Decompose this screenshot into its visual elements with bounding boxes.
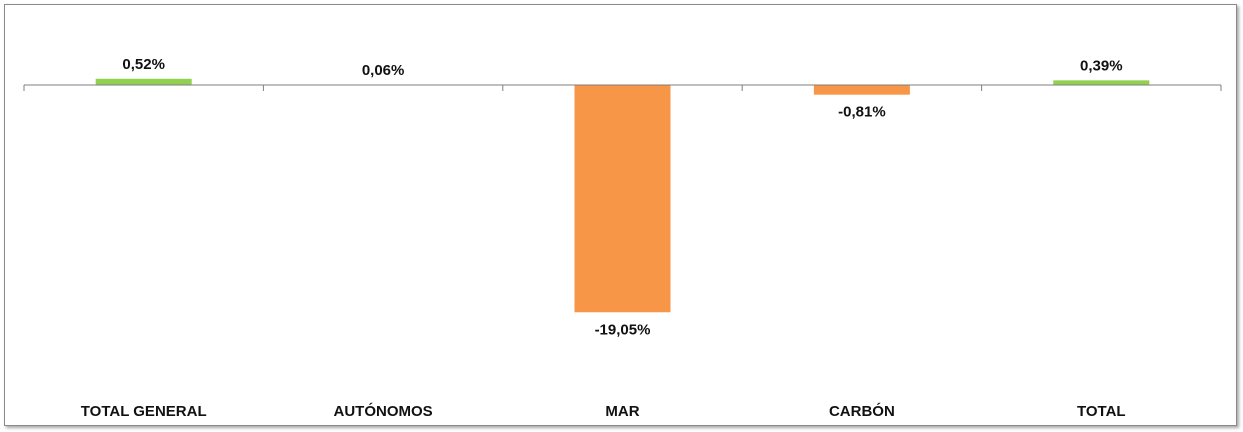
bars-group [95,78,1150,313]
data-labels: 0,52% 0,06% -19,05% -0,81% 0,39% [122,56,1122,338]
bar-mar [574,85,671,313]
category-label: AUTÓNOMOS [334,402,433,420]
data-label: -0,81% [838,104,886,121]
data-label: -19,05% [595,321,651,338]
category-label: CARBÓN [829,402,895,420]
data-label: 0,39% [1080,57,1123,74]
data-label: 0,06% [362,62,405,79]
bar-total-general [95,78,192,85]
category-labels: TOTAL GENERAL AUTÓNOMOS MAR CARBÓN TOTAL [81,402,1126,420]
x-axis-ticks [23,85,1222,91]
data-label: 0,52% [122,56,165,73]
category-label: TOTAL GENERAL [81,403,207,420]
bar-total [1053,80,1150,85]
category-label: TOTAL [1077,403,1126,420]
bar-carbón [813,85,910,95]
category-label: MAR [605,403,639,420]
